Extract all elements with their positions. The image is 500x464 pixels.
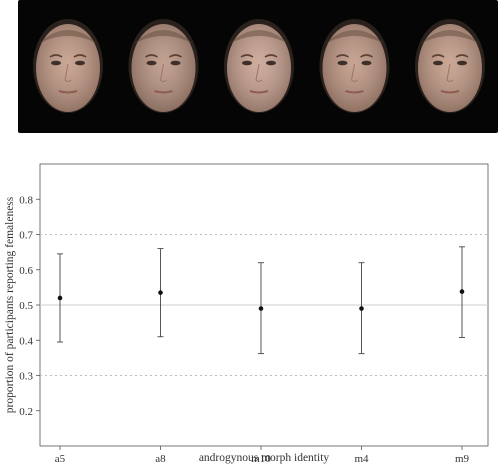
x-axis-label: androgynous morph identity (199, 452, 330, 464)
y-tick-label: 0.3 (19, 371, 33, 383)
point-m4 (359, 306, 364, 311)
femaleness-chart: 0.2 0.3 0.4 0.5 0.6 0.7 0.8 a5 a8 m10 m4 m9 androg… (4, 163, 489, 464)
face-m9 (415, 19, 485, 113)
error-bars (57, 246, 465, 355)
y-axis-ticks: 0.2 0.3 0.4 0.5 0.6 0.7 0.8 (19, 194, 40, 418)
x-tick-label-m4: m4 (354, 453, 369, 464)
y-tick-label: 0.2 (19, 406, 33, 418)
face-m10 (224, 19, 294, 113)
x-tick-label-m9: m9 (455, 453, 470, 464)
point-a8 (158, 290, 163, 295)
y-tick-label: 0.5 (19, 300, 33, 312)
reference-lines (40, 234, 488, 376)
point-m9 (459, 289, 465, 294)
face-m4 (319, 19, 390, 113)
face-stimuli-panel (18, 0, 498, 133)
face-a8 (128, 19, 199, 113)
x-tick-label-a8: a8 (155, 453, 166, 464)
data-points (57, 289, 465, 311)
y-tick-label: 0.6 (19, 265, 33, 277)
y-tick-label: 0.4 (19, 335, 33, 347)
point-a5 (57, 295, 63, 301)
face-a5 (33, 19, 103, 113)
y-tick-label: 0.8 (19, 194, 33, 206)
x-tick-label-a5: a5 (55, 453, 66, 464)
y-axis-label: proportion of participants reporting fem… (4, 196, 16, 413)
face-stimuli-image (33, 19, 485, 113)
x-axis-ticks: a5 a8 m10 m4 m9 (55, 446, 470, 464)
y-tick-label: 0.7 (19, 230, 33, 242)
point-m10 (258, 306, 264, 311)
x-tick-label-m10: m10 (251, 453, 271, 464)
